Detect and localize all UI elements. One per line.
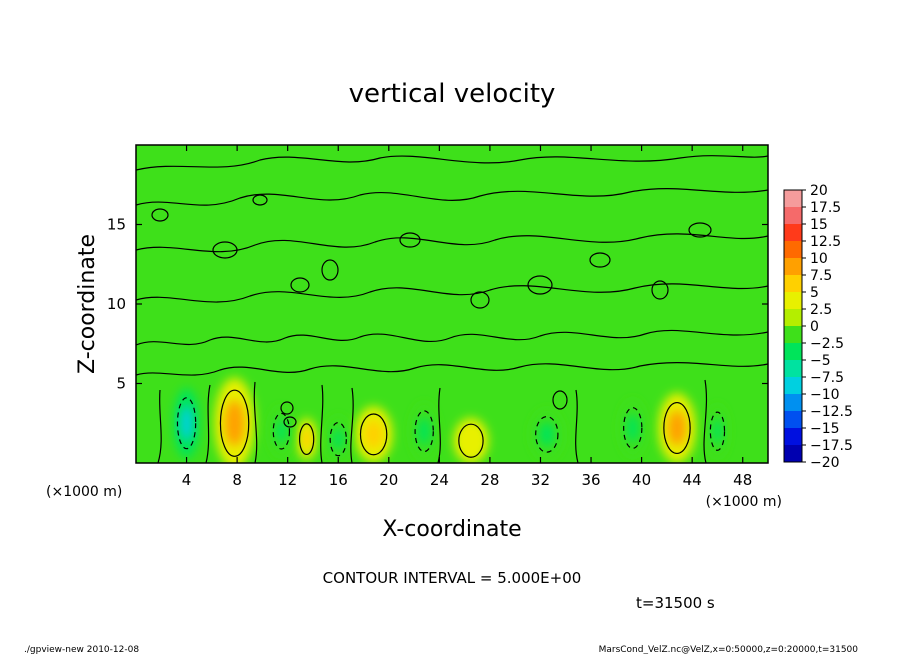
x-tick-label: 40 — [632, 471, 651, 489]
colorbar-label: 15 — [810, 217, 828, 233]
time-label: t=31500 s — [636, 594, 715, 612]
colorbar-swatch — [784, 275, 802, 292]
cell-core — [417, 417, 431, 446]
colorbar-label: −15 — [810, 421, 840, 437]
colorbar — [783, 189, 803, 463]
colorbar-swatch — [784, 428, 802, 445]
cell-contour — [663, 401, 691, 455]
colorbar-label: −12.5 — [810, 404, 853, 420]
colorbar-swatch — [784, 241, 802, 258]
x-tick-label: 8 — [232, 471, 242, 489]
x-tick-label: 4 — [182, 471, 192, 489]
colorbar-swatch — [784, 224, 802, 241]
cell-core — [224, 400, 245, 446]
colorbar-swatch — [784, 343, 802, 360]
cell-core — [462, 429, 480, 453]
contour-lines — [136, 155, 768, 463]
colorbar-label: 17.5 — [810, 200, 841, 216]
x-tick-label: 48 — [733, 471, 752, 489]
colorbar-swatch — [784, 411, 802, 428]
colorbar-swatch — [784, 394, 802, 411]
colorbar-label: 7.5 — [810, 268, 832, 284]
colorbar-swatch — [784, 377, 802, 394]
cell-contour — [709, 411, 726, 451]
x-tick-label: 44 — [683, 471, 702, 489]
colorbar-swatch — [784, 190, 802, 207]
cell-contours — [176, 389, 726, 458]
cell-contour — [272, 412, 291, 450]
x-tick-label: 24 — [430, 471, 449, 489]
x-tick-label: 28 — [480, 471, 499, 489]
x-tick-label: 16 — [329, 471, 348, 489]
footer-right: MarsCond_VelZ.nc@VelZ,x=0:50000,z=0:2000… — [599, 645, 859, 654]
colorbar-swatch — [784, 360, 802, 377]
cell-core — [275, 418, 287, 444]
y-axis-title: Z-coordinate — [75, 234, 100, 374]
colorbar-label: 20 — [810, 183, 828, 199]
y-axis-ticks: 5 10 15 — [107, 216, 768, 393]
y-tick-label: 10 — [107, 295, 126, 313]
cell-core — [364, 420, 383, 449]
cell-contour — [414, 410, 434, 453]
colorbar-label: −7.5 — [810, 370, 844, 386]
colorbar-labels: 2017.51512.5107.552.50−2.5−5−7.5−10−12.5… — [802, 183, 853, 471]
colorbar-label: 12.5 — [810, 234, 841, 250]
cell-contour — [359, 413, 388, 456]
chart-title: vertical velocity — [349, 79, 556, 109]
cell-core — [712, 418, 723, 445]
x-axis-ticks: 4 8 12 16 20 24 28 32 36 40 44 48 — [182, 145, 752, 489]
colorbar-swatch — [784, 258, 802, 275]
x-unit-left: (×1000 m) — [46, 484, 122, 500]
cell-core — [667, 410, 687, 446]
colorbar-swatch — [784, 292, 802, 309]
colorbar-swatch — [784, 207, 802, 224]
footer-left: ./gpview-new 2010-12-08 — [24, 645, 139, 654]
colorbar-swatch — [784, 445, 802, 462]
colorbar-label: −10 — [810, 387, 840, 403]
x-tick-label: 12 — [278, 471, 297, 489]
cell-contour — [329, 422, 347, 457]
colorbar-label: 2.5 — [810, 302, 832, 318]
y-tick-label: 5 — [116, 375, 126, 393]
cell-contour — [219, 389, 250, 457]
cell-core — [539, 422, 555, 447]
colorbar-swatch — [784, 309, 802, 326]
x-tick-label: 20 — [379, 471, 398, 489]
cell-core — [301, 428, 312, 450]
y-tick-label: 15 — [107, 216, 126, 234]
cell-contour — [623, 407, 643, 449]
x-axis-title: X-coordinate — [382, 517, 521, 542]
colorbar-label: 0 — [810, 319, 819, 335]
colorbar-swatch — [784, 326, 802, 343]
cell-core — [626, 414, 640, 443]
colorbar-label: −5 — [810, 353, 831, 369]
cell-contour — [176, 397, 197, 450]
contour-interval: CONTOUR INTERVAL = 5.000E+00 — [323, 569, 582, 587]
colorbar-label: 10 — [810, 251, 828, 267]
colorbar-label: −20 — [810, 455, 840, 471]
cell-core — [180, 405, 193, 441]
x-unit-right: (×1000 m) — [706, 494, 782, 510]
cell-contour — [298, 423, 315, 456]
colorbar-label: −17.5 — [810, 438, 853, 454]
colorbar-label: −2.5 — [810, 336, 844, 352]
cell-core — [332, 427, 344, 451]
cell-contour — [535, 415, 559, 453]
x-tick-label: 36 — [581, 471, 600, 489]
x-tick-label: 32 — [531, 471, 550, 489]
cell-contour — [458, 423, 484, 458]
colorbar-label: 5 — [810, 285, 819, 301]
